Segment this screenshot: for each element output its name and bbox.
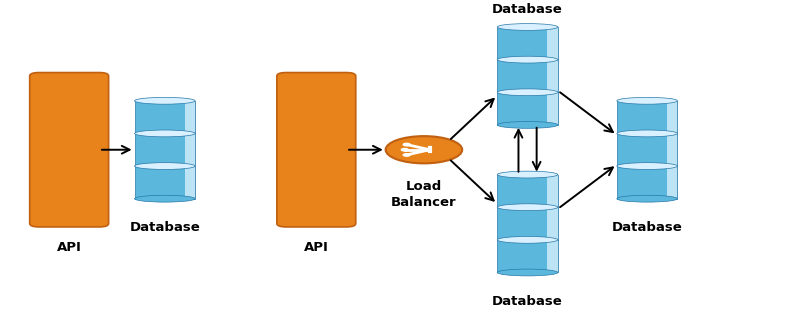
Text: Database: Database <box>612 222 682 235</box>
Polygon shape <box>498 175 558 207</box>
Polygon shape <box>185 133 195 166</box>
FancyBboxPatch shape <box>277 73 356 227</box>
Ellipse shape <box>498 121 558 128</box>
Ellipse shape <box>617 97 678 104</box>
Polygon shape <box>547 207 558 240</box>
Polygon shape <box>498 207 558 240</box>
Polygon shape <box>617 101 678 133</box>
Polygon shape <box>134 166 195 199</box>
Circle shape <box>402 149 408 151</box>
Text: Database: Database <box>492 3 563 16</box>
Ellipse shape <box>134 163 195 169</box>
Polygon shape <box>498 92 558 125</box>
Ellipse shape <box>498 236 558 243</box>
Polygon shape <box>667 101 678 133</box>
Polygon shape <box>547 60 558 92</box>
Ellipse shape <box>498 56 558 63</box>
Polygon shape <box>667 133 678 166</box>
Polygon shape <box>667 166 678 199</box>
Text: Database: Database <box>130 222 200 235</box>
Ellipse shape <box>498 89 558 96</box>
Polygon shape <box>617 133 678 166</box>
Polygon shape <box>498 27 558 60</box>
Text: Load
Balancer: Load Balancer <box>391 180 457 210</box>
Polygon shape <box>134 101 195 133</box>
Ellipse shape <box>134 130 195 137</box>
Polygon shape <box>547 175 558 207</box>
Polygon shape <box>547 92 558 125</box>
Circle shape <box>403 154 410 156</box>
Ellipse shape <box>498 23 558 30</box>
Polygon shape <box>185 101 195 133</box>
Ellipse shape <box>498 204 558 211</box>
Ellipse shape <box>134 97 195 104</box>
Polygon shape <box>498 60 558 92</box>
Text: API: API <box>304 240 329 254</box>
Circle shape <box>386 136 462 163</box>
Polygon shape <box>185 166 195 199</box>
Text: Database: Database <box>492 295 563 308</box>
Text: API: API <box>57 240 82 254</box>
Polygon shape <box>134 133 195 166</box>
Ellipse shape <box>617 195 678 202</box>
Ellipse shape <box>498 269 558 276</box>
Ellipse shape <box>134 195 195 202</box>
Ellipse shape <box>617 163 678 169</box>
Ellipse shape <box>617 130 678 137</box>
Polygon shape <box>617 166 678 199</box>
Circle shape <box>403 143 410 146</box>
Ellipse shape <box>498 171 558 178</box>
Polygon shape <box>498 240 558 273</box>
FancyBboxPatch shape <box>30 73 109 227</box>
Polygon shape <box>547 27 558 60</box>
Polygon shape <box>547 240 558 273</box>
